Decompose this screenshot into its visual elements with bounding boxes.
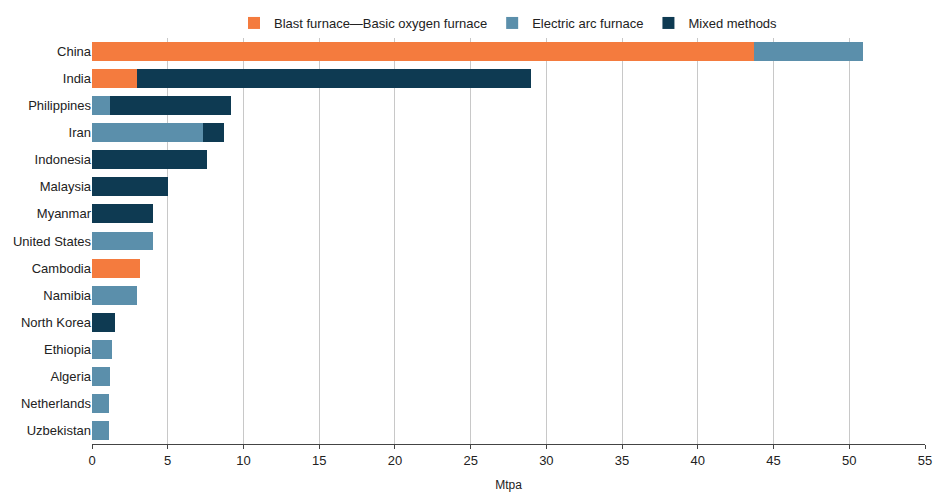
svg-text:Netherlands: Netherlands [21,396,92,411]
svg-text:20: 20 [388,453,402,468]
svg-text:Uzbekistan: Uzbekistan [27,423,91,438]
svg-text:Malaysia: Malaysia [40,179,92,194]
svg-text:Namibia: Namibia [43,288,91,303]
svg-text:15: 15 [312,453,326,468]
svg-text:Blast furnace—Basic oxygen fur: Blast furnace—Basic oxygen furnace [274,16,487,31]
svg-text:25: 25 [463,453,477,468]
svg-text:Ethiopia: Ethiopia [44,342,92,357]
svg-text:10: 10 [236,453,250,468]
svg-text:35: 35 [615,453,629,468]
svg-text:Algeria: Algeria [51,369,92,384]
svg-text:United States: United States [13,234,92,249]
svg-text:0: 0 [88,453,95,468]
svg-text:Indonesia: Indonesia [35,152,92,167]
svg-text:40: 40 [691,453,705,468]
svg-text:30: 30 [539,453,553,468]
svg-text:Iran: Iran [69,125,91,140]
svg-text:45: 45 [766,453,780,468]
svg-text:Electric arc furnace: Electric arc furnace [532,16,643,31]
svg-text:Myanmar: Myanmar [37,206,92,221]
svg-text:Cambodia: Cambodia [32,261,92,276]
svg-text:50: 50 [842,453,856,468]
svg-text:5: 5 [164,453,171,468]
svg-text:China: China [57,44,92,59]
svg-text:India: India [63,71,92,86]
svg-text:North Korea: North Korea [21,315,92,330]
svg-text:55: 55 [918,453,932,468]
svg-text:Mtpa: Mtpa [495,478,522,492]
svg-text:Philippines: Philippines [28,98,91,113]
svg-text:Mixed methods: Mixed methods [688,16,777,31]
